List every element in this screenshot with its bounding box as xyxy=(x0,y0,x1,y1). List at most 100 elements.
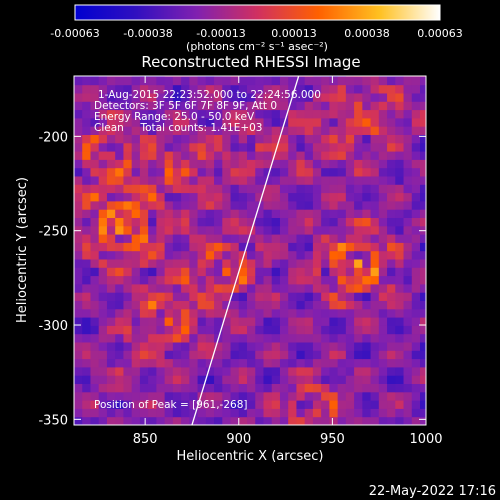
heatmap-cell xyxy=(230,333,240,343)
heatmap-cell xyxy=(90,167,100,177)
heatmap-cell xyxy=(230,275,240,285)
heatmap-cell xyxy=(378,200,388,210)
heatmap-cell xyxy=(312,250,322,260)
heatmap-cell xyxy=(131,151,141,160)
heatmap-cell xyxy=(181,292,190,301)
heatmap-cell xyxy=(115,358,124,368)
heatmap-cell xyxy=(164,308,174,318)
heatmap-cell xyxy=(271,400,281,409)
heatmap-cell xyxy=(288,250,297,260)
heatmap-cell xyxy=(337,217,347,227)
heatmap-cell xyxy=(205,283,215,293)
heatmap-cell xyxy=(106,242,116,252)
heatmap-cell xyxy=(205,151,215,160)
heatmap-cell xyxy=(74,416,83,425)
heatmap-cell xyxy=(411,167,421,177)
heatmap-cell xyxy=(312,308,322,318)
heatmap-cell xyxy=(205,416,215,425)
heatmap-cell xyxy=(115,234,124,243)
heatmap-cell xyxy=(181,101,190,111)
heatmap-cell xyxy=(345,317,355,326)
heatmap-cell xyxy=(214,308,223,318)
heatmap-cell xyxy=(197,383,207,393)
heatmap-cell xyxy=(205,292,215,301)
heatmap-cell xyxy=(197,308,207,318)
heatmap-cell xyxy=(90,383,100,393)
heatmap-cell xyxy=(82,341,91,351)
heatmap-cell xyxy=(354,350,363,360)
heatmap-cell xyxy=(378,84,388,94)
heatmap-cell xyxy=(321,167,330,177)
heatmap-cell xyxy=(148,258,157,268)
heatmap-cell xyxy=(337,159,347,169)
heatmap-cell xyxy=(181,200,190,210)
heatmap-cell xyxy=(304,333,314,343)
heatmap-cell xyxy=(106,234,116,243)
heatmap-cell xyxy=(214,184,223,194)
heatmap-cell xyxy=(172,258,182,268)
heatmap-cell xyxy=(197,234,207,243)
heatmap-cell xyxy=(362,383,372,393)
heatmap-cell xyxy=(98,225,108,235)
heatmap-cell xyxy=(247,292,256,301)
heatmap-cell xyxy=(181,217,190,227)
heatmap-cell xyxy=(411,209,421,218)
heatmap-cell xyxy=(148,159,157,169)
heatmap-cell xyxy=(164,350,174,360)
heatmap-cell xyxy=(123,84,133,94)
heatmap-cell xyxy=(181,84,190,94)
heatmap-cell xyxy=(205,358,215,368)
heatmap-cell xyxy=(329,341,339,351)
heatmap-cell xyxy=(304,217,314,227)
heatmap-cell xyxy=(411,416,421,425)
heatmap-cell xyxy=(131,167,141,177)
heatmap-cell xyxy=(115,300,124,310)
heatmap-cell xyxy=(247,242,256,252)
heatmap-cell xyxy=(279,76,289,86)
heatmap-cell xyxy=(354,283,363,293)
heatmap-cell xyxy=(181,358,190,368)
heatmap-cell xyxy=(172,317,182,326)
heatmap-cell xyxy=(288,184,297,194)
heatmap-cell xyxy=(370,109,380,119)
heatmap-cell xyxy=(139,184,149,194)
heatmap-cell xyxy=(378,175,388,185)
heatmap-cell xyxy=(312,217,322,227)
heatmap-cell xyxy=(148,358,157,368)
heatmap-cell xyxy=(378,416,388,425)
heatmap-cell xyxy=(345,151,355,160)
heatmap-cell xyxy=(205,242,215,252)
heatmap-cell xyxy=(181,151,190,160)
heatmap-cell xyxy=(304,134,314,144)
heatmap-cell xyxy=(197,325,207,335)
heatmap-cell xyxy=(139,275,149,285)
heatmap-cell xyxy=(197,92,207,102)
heatmap-cell xyxy=(139,292,149,301)
heatmap-cell xyxy=(74,242,83,252)
heatmap-cell xyxy=(354,117,363,127)
heatmap-cell xyxy=(156,242,166,252)
heatmap-cell xyxy=(279,300,289,310)
heatmap-cell xyxy=(395,242,405,252)
heatmap-cell xyxy=(337,76,347,86)
heatmap-cell xyxy=(387,383,396,393)
heatmap-cell xyxy=(148,92,157,102)
heatmap-cell xyxy=(420,117,426,127)
heatmap-cell xyxy=(304,366,314,376)
heatmap-cell xyxy=(172,92,182,102)
heatmap-cell xyxy=(288,234,297,243)
heatmap-cell xyxy=(263,151,273,160)
heatmap-cell xyxy=(164,275,174,285)
heatmap-cell xyxy=(164,325,174,335)
heatmap-cell xyxy=(214,400,223,409)
heatmap-cell xyxy=(139,350,149,360)
heatmap-cell xyxy=(205,225,215,235)
heatmap-cell xyxy=(255,142,264,152)
heatmap-cell xyxy=(82,209,91,218)
colorbar-tick-label: 0.00063 xyxy=(417,27,463,40)
heatmap-cell xyxy=(345,366,355,376)
heatmap-cell xyxy=(354,375,363,384)
heatmap-cell xyxy=(370,192,380,202)
heatmap-cell xyxy=(378,225,388,235)
heatmap-cell xyxy=(181,175,190,185)
